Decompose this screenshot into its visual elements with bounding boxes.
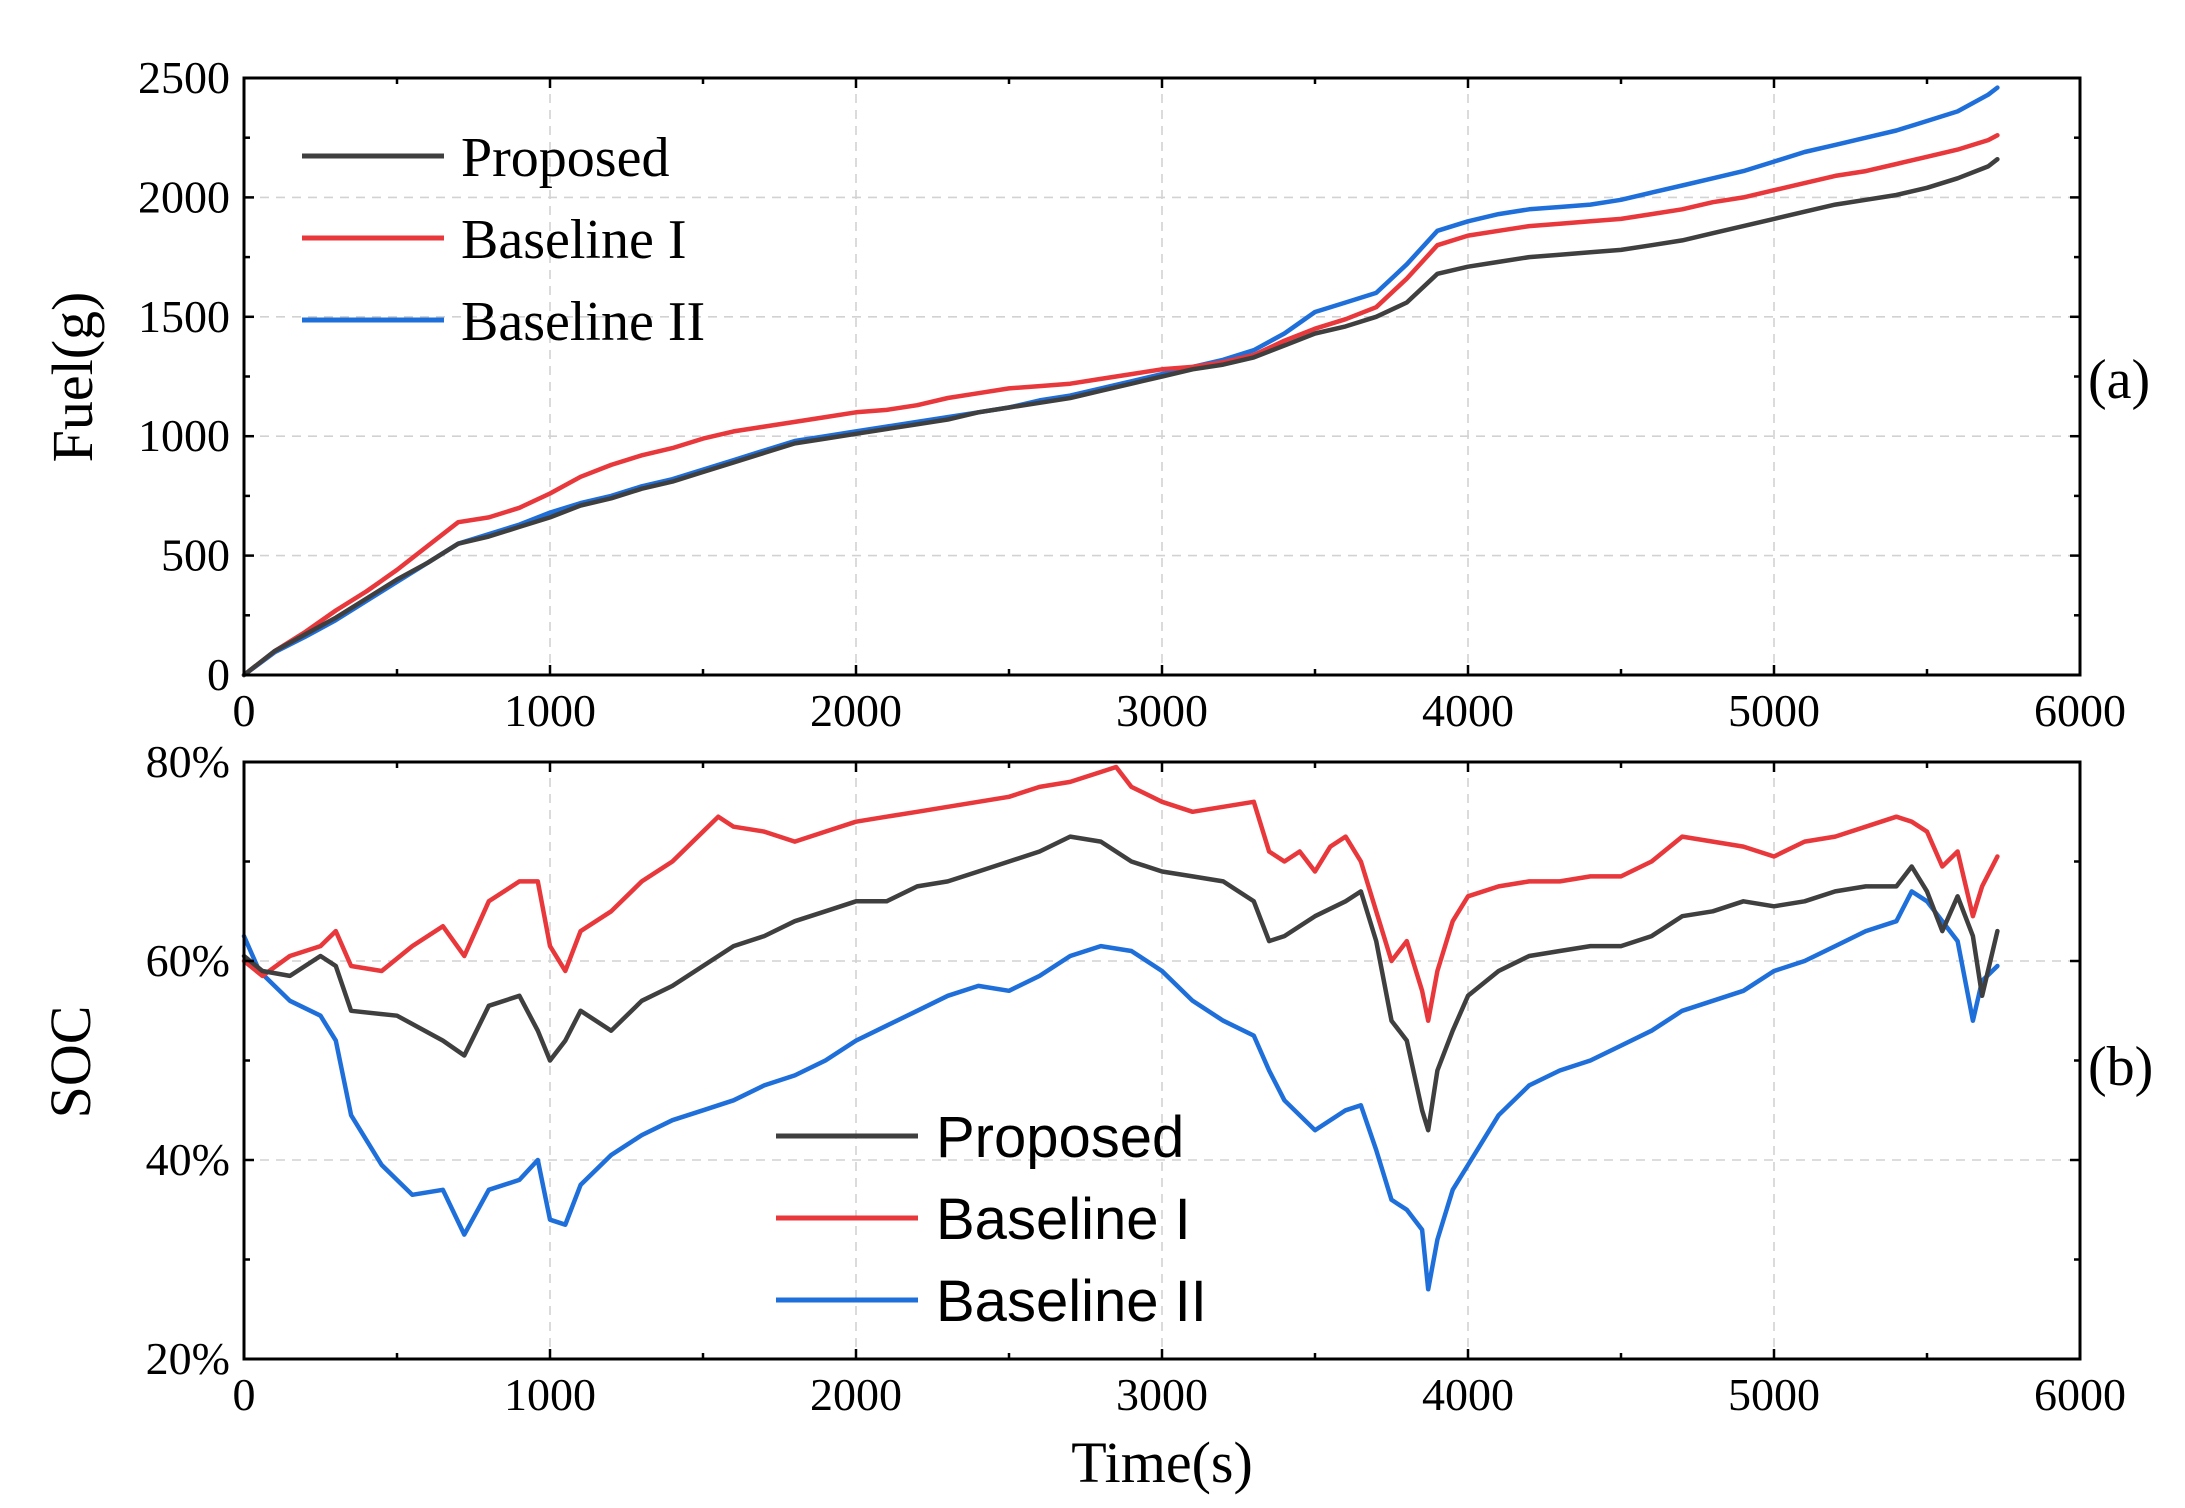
fuel-y-tick-label: 1500 xyxy=(138,291,230,342)
fuel-chart-grid xyxy=(244,78,2080,675)
legend-label-proposed: Proposed xyxy=(461,127,669,189)
fuel-chart-y-axis-title: Fuel(g) xyxy=(40,292,105,463)
fuel-chart-panel-label: (a) xyxy=(2088,349,2150,411)
fuel-x-tick-label: 0 xyxy=(233,685,256,736)
fuel-series-baseline-ii xyxy=(241,85,2000,678)
fuel-y-tick-label: 500 xyxy=(161,530,230,581)
soc-chart-panel: 0 1000 2000 3000 4000 5000 6000 20% 40% 60% 80% S… xyxy=(38,736,2153,1495)
fuel-chart-x-tick-labels: 0 1000 2000 3000 4000 5000 6000 xyxy=(233,685,2127,736)
soc-x-tick-label: 4000 xyxy=(1422,1369,1514,1420)
fuel-y-tick-label: 2000 xyxy=(138,171,230,222)
legend-label-baseline-ii: Baseline II xyxy=(461,291,705,353)
fuel-x-tick-label: 2000 xyxy=(810,685,902,736)
soc-series-proposed xyxy=(241,834,2000,1133)
soc-y-tick-label: 80% xyxy=(146,736,230,787)
soc-chart-x-tick-labels: 0 1000 2000 3000 4000 5000 6000 xyxy=(233,1369,2127,1420)
soc-y-tick-label: 40% xyxy=(146,1134,230,1185)
fuel-y-tick-label: 1000 xyxy=(138,410,230,461)
fuel-y-tick-label: 0 xyxy=(207,649,230,700)
soc-x-tick-label: 5000 xyxy=(1728,1369,1820,1420)
fuel-y-tick-label: 2500 xyxy=(138,52,230,103)
soc-series-baseline-ii xyxy=(241,889,2000,1292)
soc-series-baseline-i xyxy=(241,764,2000,1023)
soc-chart-grid xyxy=(244,762,2080,1359)
soc-chart-y-axis-title: SOC xyxy=(38,1006,103,1119)
soc-chart-ticks xyxy=(242,760,2082,1361)
legend-label-baseline-ii: Baseline II xyxy=(936,1269,1207,1334)
fuel-series-proposed xyxy=(241,156,2000,678)
legend-label-baseline-i: Baseline I xyxy=(461,209,686,271)
soc-y-tick-label: 60% xyxy=(146,935,230,986)
legend-label-baseline-i: Baseline I xyxy=(936,1187,1191,1252)
fuel-chart-legend: Proposed Baseline I Baseline II xyxy=(302,127,705,353)
soc-x-tick-label: 3000 xyxy=(1116,1369,1208,1420)
fuel-chart-ticks xyxy=(242,76,2082,677)
fuel-x-tick-label: 6000 xyxy=(2034,685,2126,736)
soc-chart-legend: Proposed Baseline I Baseline II xyxy=(776,1105,1207,1334)
soc-chart-series xyxy=(241,764,2000,1292)
soc-chart-panel-label: (b) xyxy=(2088,1036,2153,1098)
fuel-chart-series xyxy=(241,85,2000,678)
legend-label-proposed: Proposed xyxy=(936,1105,1184,1170)
soc-x-tick-label: 6000 xyxy=(2034,1369,2126,1420)
fuel-x-tick-label: 1000 xyxy=(504,685,596,736)
fuel-x-tick-label: 5000 xyxy=(1728,685,1820,736)
fuel-x-tick-label: 4000 xyxy=(1422,685,1514,736)
fuel-series-baseline-i xyxy=(241,133,2000,678)
soc-x-tick-label: 0 xyxy=(233,1369,256,1420)
soc-x-tick-label: 2000 xyxy=(810,1369,902,1420)
fuel-x-tick-label: 3000 xyxy=(1116,685,1208,736)
soc-y-tick-label: 20% xyxy=(146,1333,230,1384)
fuel-chart-y-tick-labels: 0 500 1000 1500 2000 2500 xyxy=(138,52,230,700)
soc-x-tick-label: 1000 xyxy=(504,1369,596,1420)
soc-chart-x-axis-title: Time(s) xyxy=(1071,1430,1253,1495)
fuel-chart-panel: 0 1000 2000 3000 4000 5000 6000 0 500 1000 1500 20… xyxy=(40,52,2150,736)
soc-chart-y-tick-labels: 20% 40% 60% 80% xyxy=(146,736,230,1384)
